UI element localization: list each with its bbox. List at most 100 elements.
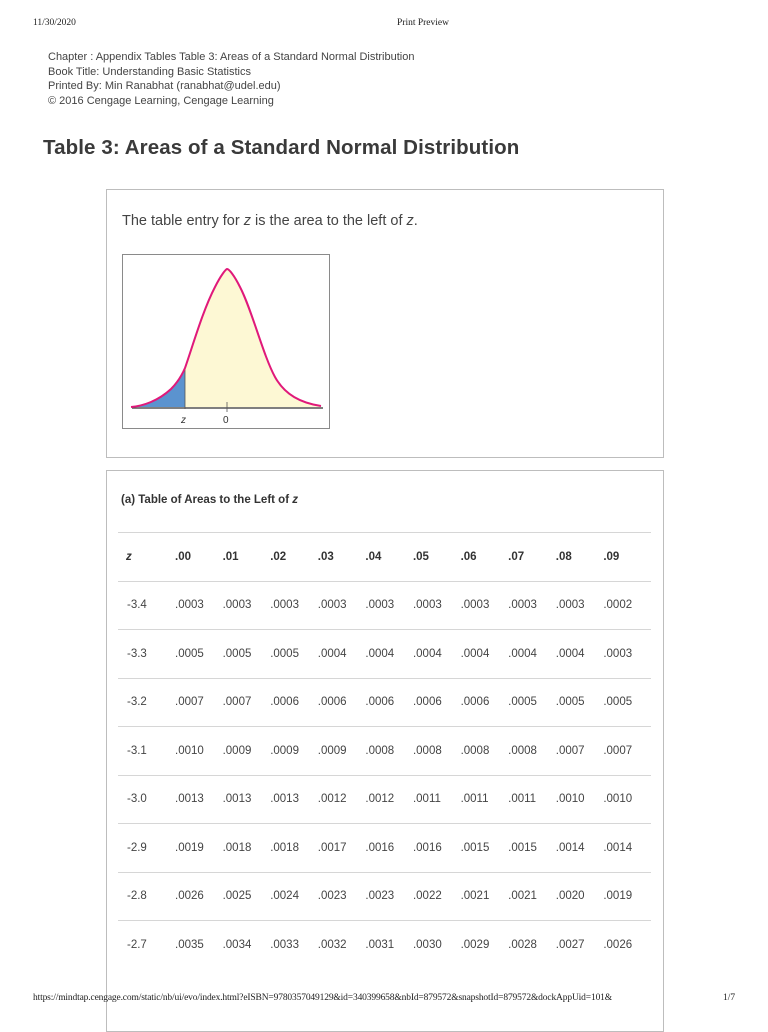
table-row: -3.1.0010.0009.0009.0009.0008.0008.0008.… <box>118 726 651 775</box>
table-caption-text: (a) Table of Areas to the Left of <box>121 494 293 506</box>
print-url: https://mindtap.cengage.com/static/nb/ui… <box>33 993 613 1003</box>
z-value-cell: -3.0 <box>118 774 175 824</box>
z-value-cell: -3.3 <box>118 629 175 678</box>
area-value-cell: .0005 <box>555 677 604 727</box>
column-header: .03 <box>317 532 366 581</box>
z-value-cell: -2.9 <box>118 823 175 872</box>
area-value-cell: .0009 <box>222 726 271 775</box>
intro-text: The table entry for z is the area to the… <box>122 213 418 229</box>
intro-variable: z <box>406 213 414 229</box>
area-value-cell: .0011 <box>508 774 556 824</box>
normal-curve-figure: z 0 <box>122 254 330 429</box>
table-row: -3.3.0005.0005.0005.0004.0004.0004.0004.… <box>118 629 651 678</box>
area-value-cell: .0019 <box>603 871 651 921</box>
area-value-cell: .0025 <box>222 871 271 921</box>
area-value-cell: .0002 <box>603 580 651 630</box>
z-axis-label: z <box>180 415 186 426</box>
area-value-cell: .0010 <box>175 726 223 775</box>
table-row: -2.8.0026.0025.0024.0023.0023.0022.0021.… <box>118 871 651 921</box>
normal-curve-line <box>130 267 322 408</box>
page-number: 1/7 <box>723 993 736 1003</box>
area-value-cell: .0003 <box>460 580 509 630</box>
area-value-cell: .0005 <box>175 629 223 678</box>
area-value-cell: .0003 <box>412 580 461 630</box>
right-area-shape <box>185 269 321 407</box>
z-value-cell: -2.7 <box>118 920 175 969</box>
area-value-cell: .0013 <box>175 774 223 824</box>
area-value-cell: .0014 <box>603 823 651 872</box>
area-value-cell: .0022 <box>412 871 461 921</box>
area-value-cell: .0009 <box>270 726 318 775</box>
area-value-cell: .0023 <box>317 871 366 921</box>
normal-curve-graphic: z 0 <box>130 267 323 426</box>
z-value-cell: -3.4 <box>118 580 175 630</box>
area-value-cell: .0030 <box>412 920 461 969</box>
area-value-cell: .0011 <box>412 774 461 824</box>
area-value-cell: .0009 <box>317 726 366 775</box>
area-value-cell: .0008 <box>412 726 461 775</box>
z-table-panel: (a) Table of Areas to the Left of z z .0… <box>106 470 664 1032</box>
area-value-cell: .0006 <box>412 677 461 727</box>
area-value-cell: .0005 <box>603 677 651 727</box>
area-value-cell: .0004 <box>317 629 366 678</box>
area-value-cell: .0007 <box>175 677 223 727</box>
z-value-cell: -3.1 <box>118 726 175 775</box>
area-value-cell: .0003 <box>270 580 318 630</box>
area-value-cell: .0003 <box>365 580 413 630</box>
column-header: .08 <box>555 532 604 581</box>
column-header: .05 <box>412 532 461 581</box>
print-date: 11/30/2020 <box>33 18 76 28</box>
area-value-cell: .0003 <box>603 629 651 678</box>
area-value-cell: .0029 <box>460 920 509 969</box>
area-value-cell: .0010 <box>603 774 651 824</box>
intro-text-part: The table entry for <box>122 213 244 229</box>
zero-axis-label: 0 <box>223 415 229 426</box>
z-value-cell: -2.8 <box>118 871 175 921</box>
area-value-cell: .0005 <box>508 677 556 727</box>
intro-panel: The table entry for z is the area to the… <box>106 189 664 458</box>
intro-text-part: is the area to the left of <box>250 213 407 229</box>
area-value-cell: .0028 <box>508 920 556 969</box>
area-value-cell: .0006 <box>270 677 318 727</box>
area-value-cell: .0033 <box>270 920 318 969</box>
print-header: 11/30/2020 Print Preview <box>0 18 768 32</box>
page-title: Table 3: Areas of a Standard Normal Dist… <box>43 136 520 159</box>
area-value-cell: .0023 <box>365 871 413 921</box>
column-header: .01 <box>222 532 271 581</box>
area-value-cell: .0017 <box>317 823 366 872</box>
table-row: -3.2.0007.0007.0006.0006.0006.0006.0006.… <box>118 677 651 727</box>
area-value-cell: .0031 <box>365 920 413 969</box>
area-value-cell: .0032 <box>317 920 366 969</box>
z-value-cell: -3.2 <box>118 677 175 727</box>
area-value-cell: .0005 <box>222 629 271 678</box>
print-title: Print Preview <box>397 18 449 28</box>
table-body: -3.4.0003.0003.0003.0003.0003.0003.0003.… <box>118 580 651 969</box>
column-header: .06 <box>460 532 509 581</box>
area-value-cell: .0015 <box>508 823 556 872</box>
area-value-cell: .0004 <box>365 629 413 678</box>
area-value-cell: .0007 <box>222 677 271 727</box>
document-meta: Chapter : Appendix Tables Table 3: Areas… <box>48 50 414 108</box>
intro-text-part: . <box>413 213 418 229</box>
area-value-cell: .0007 <box>555 726 604 775</box>
area-value-cell: .0026 <box>175 871 223 921</box>
table-caption: (a) Table of Areas to the Left of z <box>121 494 298 506</box>
column-header-z: z <box>118 532 175 581</box>
area-value-cell: .0006 <box>460 677 509 727</box>
column-header: .02 <box>270 532 318 581</box>
area-value-cell: .0014 <box>555 823 604 872</box>
table-row: -2.9.0019.0018.0018.0017.0016.0016.0015.… <box>118 823 651 872</box>
area-value-cell: .0019 <box>175 823 223 872</box>
area-value-cell: .0024 <box>270 871 318 921</box>
column-header: .07 <box>508 532 556 581</box>
column-header: .00 <box>175 532 223 581</box>
area-value-cell: .0010 <box>555 774 604 824</box>
book-title-line: Book Title: Understanding Basic Statisti… <box>48 65 251 78</box>
area-value-cell: .0035 <box>175 920 223 969</box>
area-value-cell: .0034 <box>222 920 271 969</box>
area-value-cell: .0011 <box>460 774 509 824</box>
area-value-cell: .0003 <box>555 580 604 630</box>
area-value-cell: .0004 <box>460 629 509 678</box>
chapter-line: Chapter : Appendix Tables Table 3: Areas… <box>48 51 415 63</box>
area-value-cell: .0004 <box>412 629 461 678</box>
